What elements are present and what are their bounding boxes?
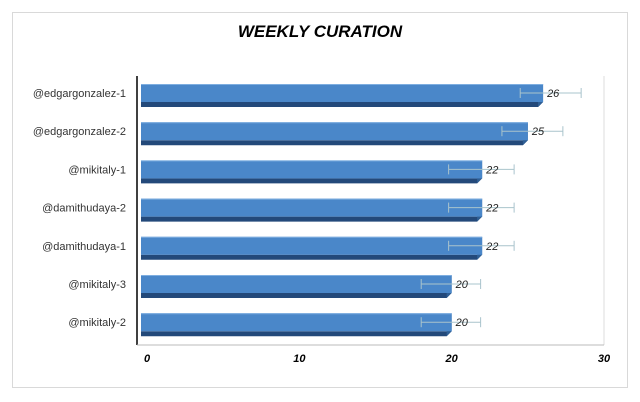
value-label: 25	[531, 126, 545, 138]
value-label: 20	[455, 279, 469, 291]
bar-bottom-face	[141, 331, 452, 337]
bar	[141, 236, 483, 255]
chart-title: WEEKLY CURATION	[237, 22, 403, 41]
value-label: 22	[485, 164, 498, 176]
bar-bottom-face	[141, 140, 528, 146]
bar-bottom-face	[141, 293, 452, 298]
x-tick-label: 30	[598, 353, 611, 365]
bar-bottom-face	[141, 178, 483, 184]
value-label: 22	[485, 241, 498, 253]
x-tick-label: 0	[144, 353, 151, 365]
value-label: 22	[485, 203, 498, 215]
category-label: @damithudaya-1	[42, 241, 126, 253]
bar	[141, 198, 483, 217]
bar	[141, 160, 483, 179]
category-label: @mikitaly-3	[68, 279, 126, 291]
value-label: 26	[546, 88, 560, 100]
bar	[141, 122, 528, 141]
category-label: @damithudaya-2	[42, 203, 126, 215]
bar	[141, 313, 452, 332]
x-tick-label: 10	[293, 353, 306, 365]
bar	[141, 84, 544, 102]
x-tick-label: 20	[445, 353, 459, 365]
value-label: 20	[455, 317, 469, 329]
category-label: @mikitaly-2	[68, 317, 126, 329]
bar-bottom-face	[141, 216, 483, 222]
category-label: @mikitaly-1	[68, 164, 126, 176]
category-label: @edgargonzalez-2	[33, 126, 126, 138]
bar	[141, 275, 452, 293]
category-label: @edgargonzalez-1	[33, 88, 126, 100]
bar-bottom-face	[141, 102, 544, 107]
bar-bottom-face	[141, 254, 483, 260]
